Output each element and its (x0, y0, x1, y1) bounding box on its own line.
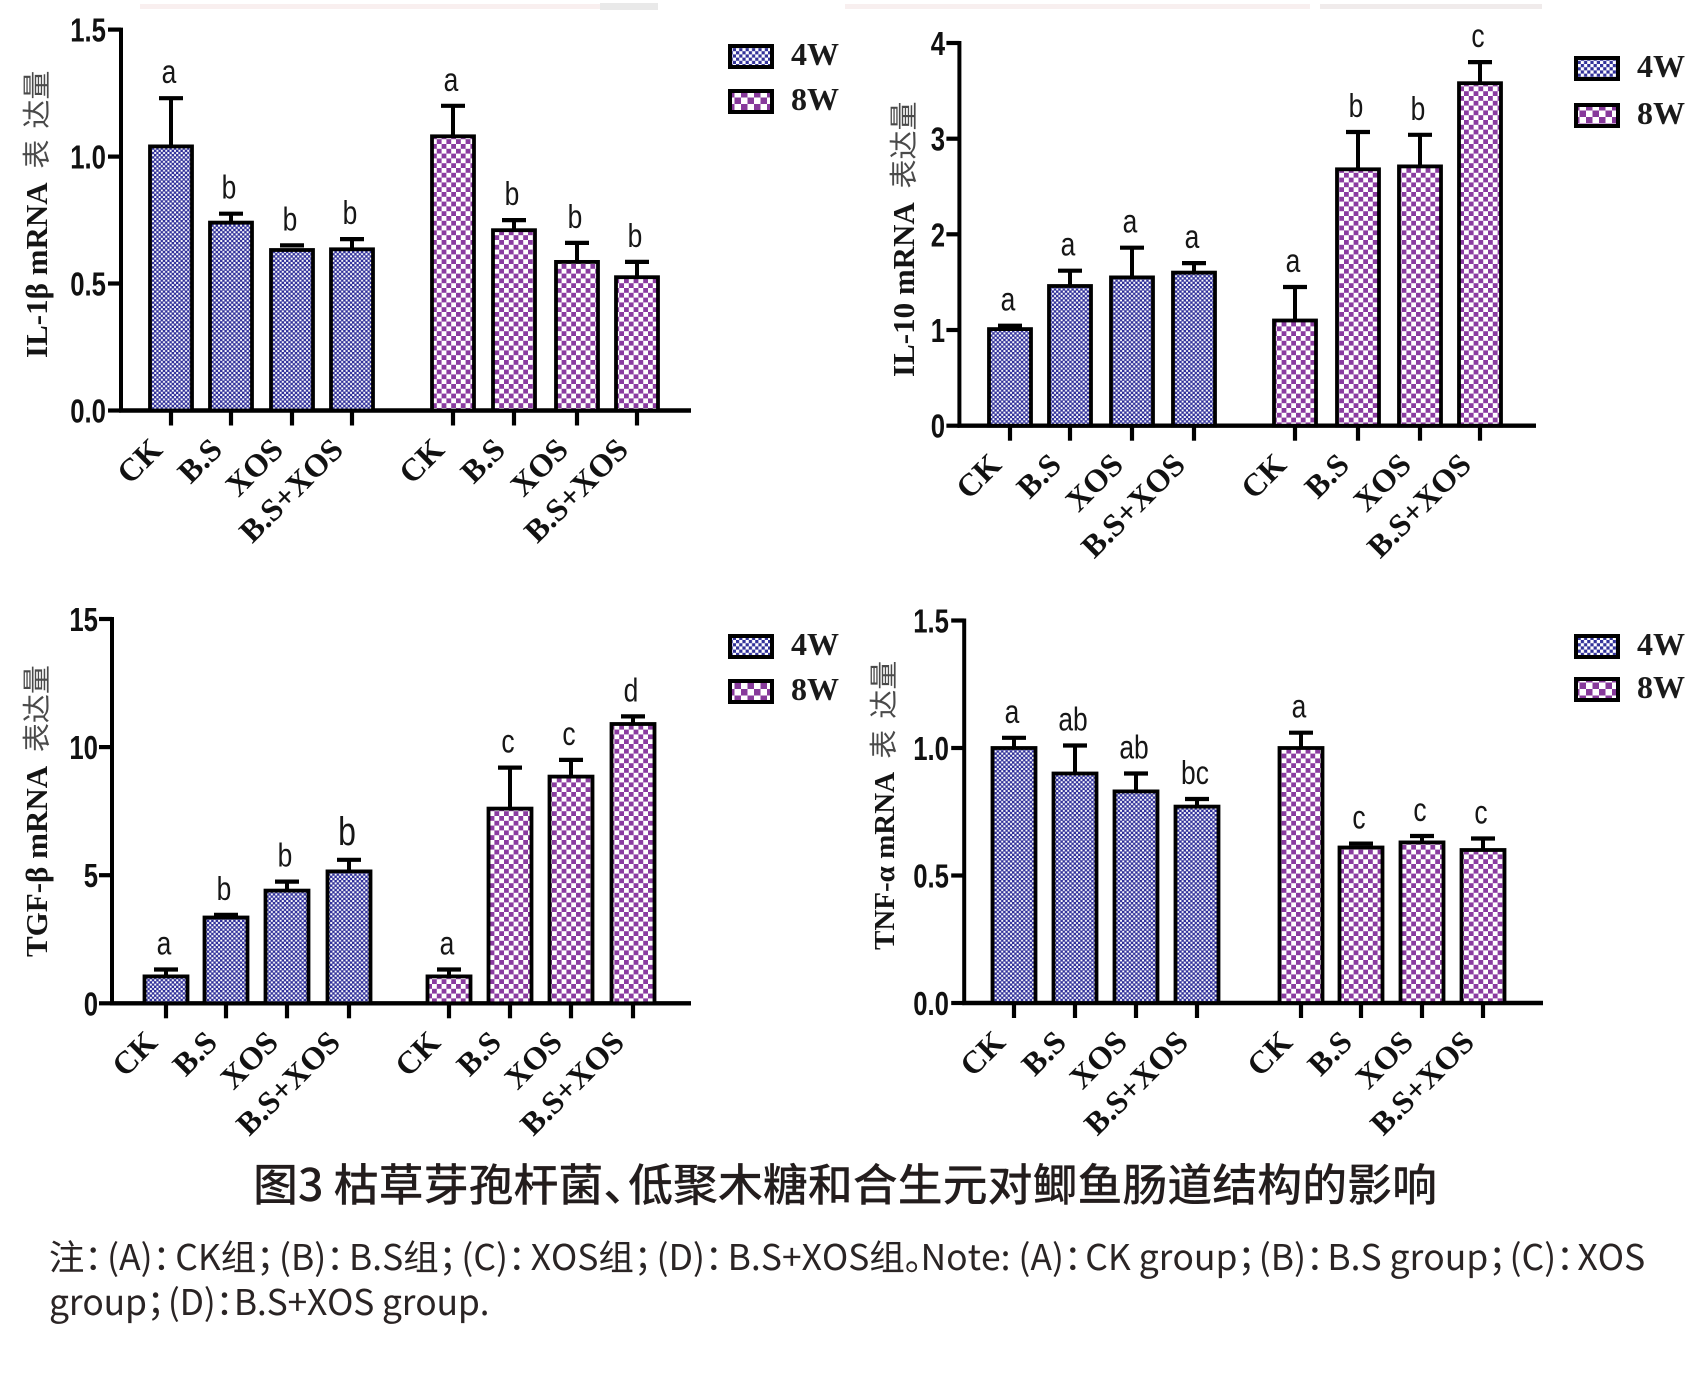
svg-text:b: b (505, 176, 520, 212)
svg-text:b: b (338, 808, 356, 853)
svg-text:8W: 8W (1637, 669, 1685, 705)
svg-text:a: a (1185, 219, 1200, 255)
svg-text:a: a (1286, 243, 1301, 279)
svg-text:2: 2 (931, 217, 945, 254)
svg-text:a: a (157, 926, 172, 962)
svg-text:a: a (440, 926, 455, 962)
svg-text:b: b (628, 218, 643, 254)
svg-text:0.0: 0.0 (70, 394, 106, 431)
svg-text:8W: 8W (791, 81, 839, 117)
svg-text:15: 15 (69, 602, 98, 639)
svg-text:b: b (217, 871, 232, 907)
svg-text:4: 4 (931, 26, 946, 63)
svg-text:IL-1β mRNA: IL-1β mRNA (19, 182, 54, 358)
svg-text:d: d (624, 673, 639, 709)
svg-text:c: c (501, 724, 514, 760)
svg-text:8W: 8W (791, 671, 839, 707)
svg-text:4W: 4W (791, 36, 839, 72)
svg-text:1.5: 1.5 (70, 13, 106, 50)
svg-text:8W: 8W (1637, 95, 1685, 131)
svg-text:b: b (283, 202, 298, 238)
svg-text:4W: 4W (1637, 626, 1685, 662)
svg-text:0: 0 (931, 409, 945, 446)
svg-text:a: a (444, 62, 459, 98)
svg-text:10: 10 (69, 730, 98, 767)
svg-text:a: a (1001, 282, 1016, 318)
svg-text:ab: ab (1119, 730, 1148, 766)
svg-text:a: a (1292, 689, 1307, 725)
svg-text:0.5: 0.5 (70, 267, 106, 304)
svg-text:TNF-α mRNA: TNF-α mRNA (869, 772, 901, 950)
svg-text:TGF-β mRNA: TGF-β mRNA (19, 765, 54, 957)
svg-text:1: 1 (931, 313, 945, 350)
svg-text:a: a (1005, 694, 1020, 730)
svg-text:ab: ab (1058, 702, 1087, 738)
svg-text:c: c (1352, 800, 1365, 836)
svg-text:c: c (1471, 18, 1484, 54)
svg-text:b: b (1411, 91, 1426, 127)
svg-text:b: b (278, 838, 293, 874)
svg-text:b: b (568, 199, 583, 235)
svg-text:0: 0 (84, 986, 98, 1023)
svg-text:a: a (1061, 227, 1076, 263)
svg-text:0.0: 0.0 (913, 986, 949, 1023)
svg-text:c: c (1413, 792, 1426, 828)
svg-text:bc: bc (1181, 755, 1209, 791)
svg-text:5: 5 (84, 858, 98, 895)
svg-text:4W: 4W (791, 626, 839, 662)
svg-text:a: a (162, 54, 177, 90)
svg-text:c: c (562, 716, 575, 752)
svg-text:b: b (343, 195, 358, 231)
svg-text:0.5: 0.5 (913, 859, 949, 896)
svg-text:1.5: 1.5 (913, 604, 949, 641)
svg-text:4W: 4W (1637, 48, 1685, 84)
svg-text:a: a (1123, 204, 1138, 240)
svg-text:3: 3 (931, 122, 945, 159)
svg-text:b: b (222, 170, 237, 206)
svg-text:1.0: 1.0 (913, 731, 949, 768)
svg-text:b: b (1349, 88, 1364, 124)
svg-text:IL-10 mRNA: IL-10 mRNA (886, 202, 921, 377)
svg-text:c: c (1474, 795, 1487, 831)
svg-text:1.0: 1.0 (70, 140, 106, 177)
